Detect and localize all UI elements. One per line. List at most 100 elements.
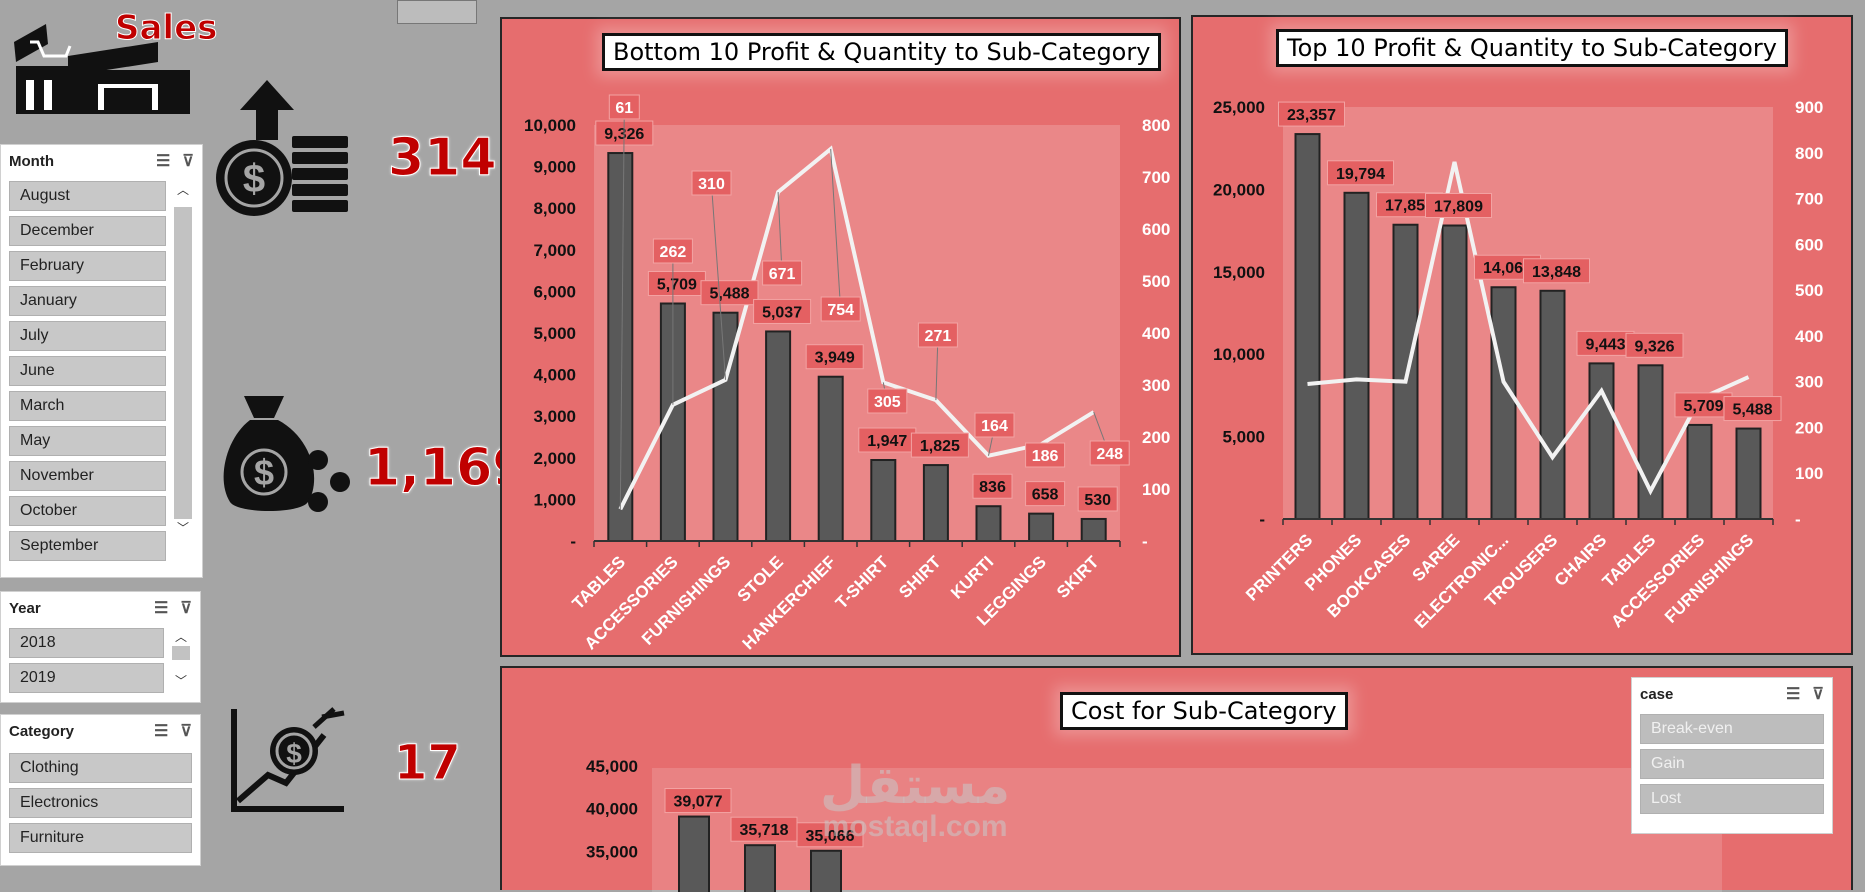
slicer-item-december[interactable]: December (9, 216, 166, 246)
slicer-item-2018[interactable]: 2018 (9, 628, 164, 658)
bar (1588, 362, 1615, 520)
y-tick-label: 20,000 (1213, 180, 1265, 199)
multi-select-icon[interactable]: ☰ (153, 723, 169, 740)
cost-chart-panel[interactable]: Cost for Sub-Category 35,000 40,000 45,000… (500, 666, 1853, 892)
scroll-up-icon[interactable]: ︿ (176, 183, 189, 197)
slicer-item-lost[interactable]: Lost (1640, 784, 1824, 814)
y2-tick-label: 200 (1795, 418, 1823, 437)
y2-tick-label: 100 (1142, 480, 1170, 499)
scroll-up-icon[interactable]: ︿ (174, 630, 187, 644)
top10-chart-panel[interactable]: Top 10 Profit & Quantity to Sub-Category… (1191, 15, 1853, 655)
money-bag-icon: $ (214, 392, 354, 522)
slicer-item-gain[interactable]: Gain (1640, 749, 1824, 779)
category-label: HANKERCHIEF (739, 552, 840, 653)
multi-select-icon[interactable]: ☰ (1785, 686, 1801, 703)
line-value-label: 61 (615, 100, 633, 117)
bar-value-label-box (972, 473, 1013, 499)
line-value-label: 186 (1032, 448, 1059, 465)
slicer-item-march[interactable]: March (9, 391, 166, 421)
y2-tick-label: - (1142, 532, 1148, 551)
slicer-item-clothing[interactable]: Clothing (9, 753, 192, 783)
category-label: KURTI (947, 552, 997, 602)
slicer-item-january[interactable]: January (9, 286, 166, 316)
y-tick-label: 4,000 (533, 366, 576, 385)
bar (1294, 133, 1321, 521)
slicer-item-furniture[interactable]: Furniture (9, 823, 192, 853)
watermark: مستقل mostaql.com (820, 760, 1010, 842)
bar (744, 844, 776, 892)
y2-tick-label: 100 (1795, 464, 1823, 483)
watermark-arabic: مستقل (820, 756, 1011, 816)
slicer-item-june[interactable]: June (9, 356, 166, 386)
slicer-item-break-even[interactable]: Break-even (1640, 714, 1824, 744)
bar-value-label: 17,809 (1434, 199, 1483, 216)
slicer-item-february[interactable]: February (9, 251, 166, 281)
y-tick-label: 10,000 (524, 116, 576, 135)
bar-value-label: 5,037 (762, 304, 802, 321)
y-tick-label: 25,000 (1213, 98, 1265, 117)
bar (1392, 223, 1419, 520)
leader-line (830, 148, 842, 312)
y2-tick-label: 400 (1142, 324, 1170, 343)
bar-value-label: 17,856 (1385, 198, 1434, 215)
bar-value-label: 1,947 (867, 433, 907, 450)
bottom10-chart-svg: - 1,000 2,000 3,000 4,000 5,000 6,000 7,000 8,00… (524, 94, 1170, 653)
bar (1686, 423, 1713, 520)
bar-value-label-box (700, 280, 759, 306)
slicer-item-electronics[interactable]: Electronics (9, 788, 192, 818)
bar-value-label-box (753, 298, 812, 324)
leader-line (711, 184, 726, 380)
bar (870, 459, 897, 542)
bar-value-label-box (805, 344, 864, 370)
bar-value-label: 9,326 (1634, 338, 1674, 355)
line-value-label: 754 (827, 302, 854, 319)
bar-value-label: 5,709 (657, 277, 697, 294)
clear-filter-icon[interactable]: ⊽ (182, 153, 194, 170)
y-tick-label: - (570, 532, 576, 551)
bar (678, 815, 710, 892)
bar-value-label: 19,794 (1336, 166, 1385, 183)
top10-chart-svg: - 5,000 10,000 15,000 20,000 25,000 - 100 200 300… (1213, 98, 1823, 632)
case-slicer: case ☰ ⊽ Break-even Gain Lost (1631, 677, 1833, 834)
scroll-down-icon[interactable]: ﹀ (176, 521, 189, 535)
bar-value-label-box (1278, 101, 1345, 127)
bar-value-label: 14,063 (1483, 260, 1532, 277)
y2-tick-label: 300 (1795, 373, 1823, 392)
month-slicer-title: Month (9, 152, 54, 170)
bar (975, 505, 1002, 543)
scroll-thumb[interactable] (174, 207, 192, 519)
year-scrollbar[interactable]: ︿ ﹀ (172, 628, 190, 694)
slicer-item-october[interactable]: October (9, 496, 166, 526)
slicer-item-may[interactable]: May (9, 426, 166, 456)
slicer-item-july[interactable]: July (9, 321, 166, 351)
slicer-item-november[interactable]: November (9, 461, 166, 491)
bar-value-label: 13,848 (1532, 264, 1581, 281)
bottom10-chart-panel[interactable]: Bottom 10 Profit & Quantity to Sub-Categ… (500, 17, 1181, 657)
month-scrollbar[interactable]: ︿ ﹀ (174, 181, 192, 561)
clear-filter-icon[interactable]: ⊽ (180, 723, 192, 740)
slicer-item-august[interactable]: August (9, 181, 166, 211)
clear-filter-icon[interactable]: ⊽ (180, 600, 192, 617)
slicer-item-2019[interactable]: 2019 (9, 663, 164, 693)
bar (1735, 427, 1762, 521)
line-value-label: 262 (660, 244, 687, 261)
y2-tick-label: 500 (1142, 272, 1170, 291)
y-tick-label: 8,000 (533, 199, 576, 218)
scroll-down-icon[interactable]: ﹀ (174, 674, 187, 688)
multi-select-icon[interactable]: ☰ (153, 600, 169, 617)
bar-value-label: 9,443 (1585, 336, 1625, 353)
y-tick-label: 35,000 (586, 842, 638, 861)
clear-filter-icon[interactable]: ⊽ (1812, 686, 1824, 703)
category-label: SKIRT (1053, 552, 1103, 602)
slicer-item-september[interactable]: September (9, 531, 166, 561)
y-tick-label: 45,000 (586, 757, 638, 776)
y2-tick-label: 400 (1795, 327, 1823, 346)
scroll-thumb[interactable] (172, 646, 190, 660)
bar-value-label-box (910, 432, 969, 458)
multi-select-icon[interactable]: ☰ (155, 153, 171, 170)
cell-selection-box[interactable] (397, 0, 477, 24)
year-slicer-title: Year (9, 599, 41, 617)
bar-value-label: 658 (1032, 487, 1059, 504)
category-slicer-title: Category (9, 722, 75, 740)
line-value-label-box (608, 94, 640, 120)
